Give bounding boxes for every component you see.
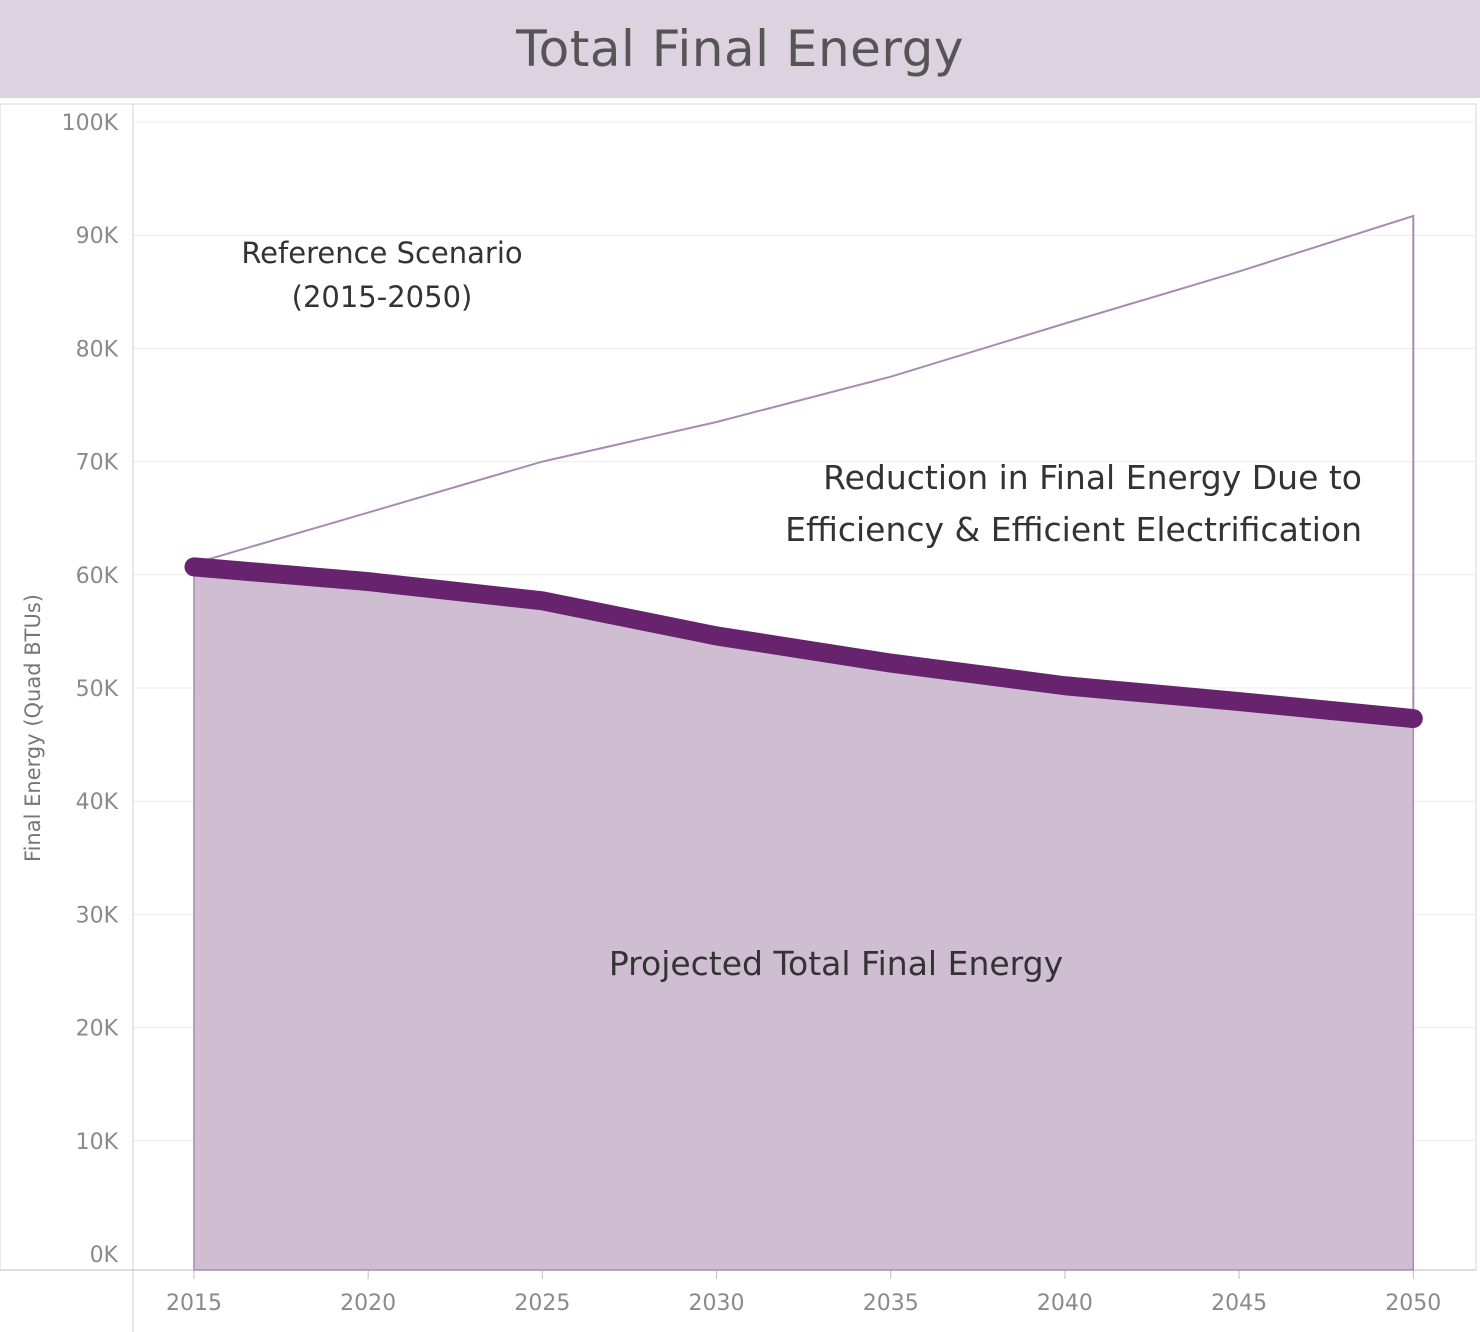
annotation-reference-line1: Reference Scenario [241, 236, 522, 270]
y-tick-label: 100K [62, 111, 119, 136]
y-tick-label: 70K [76, 451, 119, 476]
y-tick-label: 60K [76, 564, 119, 589]
y-tick-label: 90K [76, 224, 119, 249]
annotation-reduction-line1: Reduction in Final Energy Due to [823, 458, 1362, 497]
y-tick-label: 0K [90, 1243, 119, 1268]
annotation-reduction-line2: Efficiency & Efficient Electrification [785, 510, 1362, 549]
y-tick-label: 40K [76, 790, 119, 815]
x-tick-label: 2035 [863, 1291, 919, 1316]
y-tick-label: 20K [76, 1017, 119, 1042]
x-tick-label: 2030 [689, 1291, 745, 1316]
projected-total-line [184, 557, 1423, 729]
x-tick-label: 2045 [1211, 1291, 1267, 1316]
y-tick-label: 50K [76, 677, 119, 702]
title-bar: Total Final Energy [0, 0, 1480, 98]
annotation-reference-line2: (2015-2050) [292, 280, 473, 314]
y-tick-label: 30K [76, 903, 119, 928]
x-tick-label: 2040 [1037, 1291, 1093, 1316]
reference-scenario-line [193, 214, 1415, 719]
y-tick-label: 80K [76, 337, 119, 362]
y-axis-title: Final Energy (Quad BTUs) [21, 594, 45, 862]
x-tick-label: 2015 [166, 1291, 222, 1316]
chart-title: Total Final Energy [516, 20, 964, 78]
y-tick-label: 10K [76, 1130, 119, 1155]
annotation-projected: Projected Total Final Energy [609, 944, 1063, 983]
x-tick-label: 2020 [340, 1291, 396, 1316]
x-tick-label: 2050 [1385, 1291, 1441, 1316]
x-tick-label: 2025 [514, 1291, 570, 1316]
